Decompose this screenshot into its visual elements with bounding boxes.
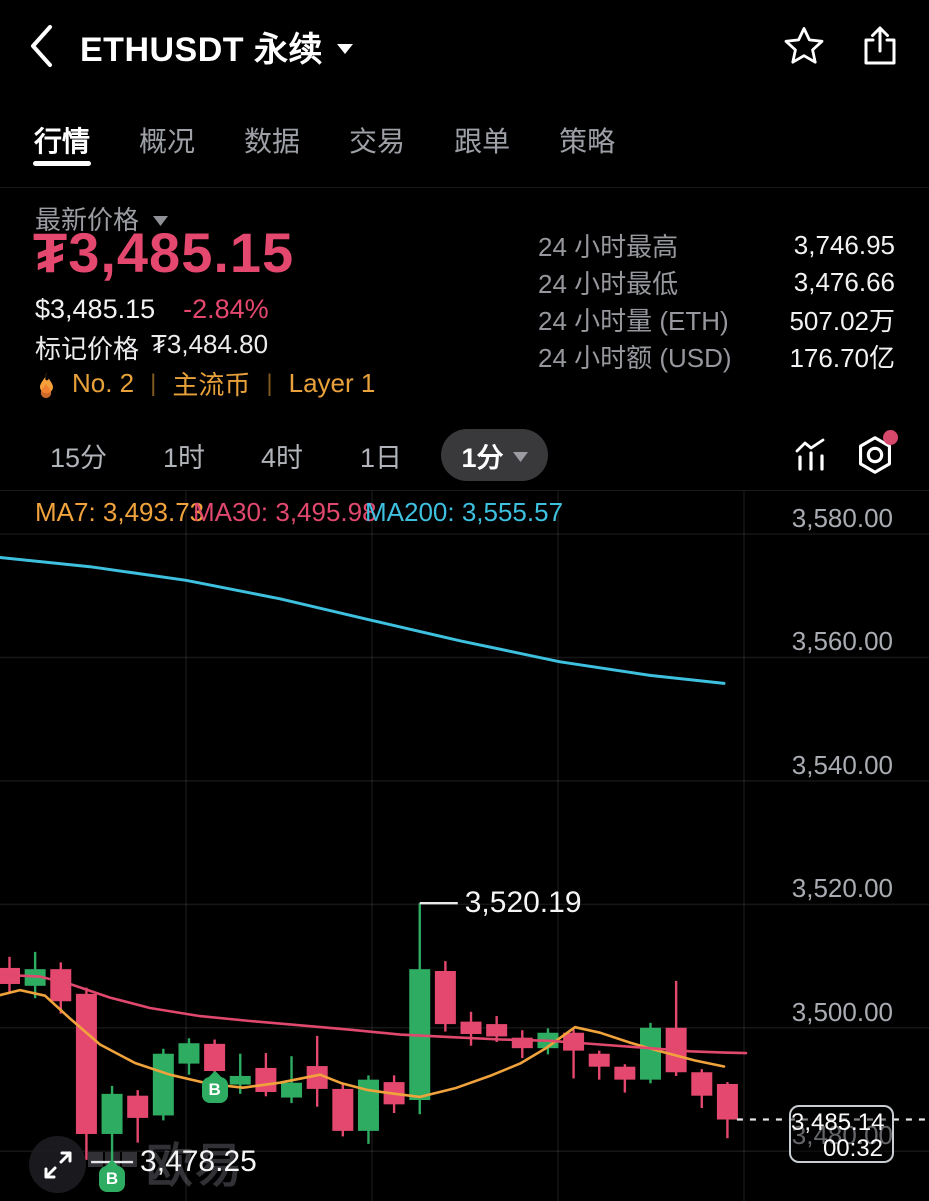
flame-icon xyxy=(39,371,53,398)
section-tabs: 行情 概况 数据 交易 跟单 策略 xyxy=(0,92,929,188)
ma-legend-ma7: MA7: 3,493.73 xyxy=(35,497,205,527)
timeframe-4时[interactable]: 4时 xyxy=(261,442,304,473)
chart-settings-button[interactable] xyxy=(854,434,896,476)
back-button[interactable] xyxy=(26,16,72,76)
y-axis-label: 3,560.00 xyxy=(791,626,893,657)
24h-stats: 24 小时最高 3,746.95 24 小时最低 3,476.66 24 小时量 (ET… xyxy=(538,229,895,373)
expand-icon xyxy=(44,1151,71,1178)
price-panel: 最新价格 ₮3,485.15 $3,485.15 -2.84% 标记价格 ₮3,… xyxy=(0,188,929,420)
candles-trend-icon xyxy=(795,438,825,471)
buy-order-badge[interactable]: B xyxy=(201,1070,228,1103)
y-axis-label: 3,540.00 xyxy=(791,749,893,780)
stat-value: 3,746.95 xyxy=(793,229,895,260)
app-header: ETHUSDT 永续 xyxy=(0,0,929,92)
token-badges[interactable]: No. 2 | 主流币 | Layer 1 xyxy=(34,365,375,402)
category-badge: 主流币 xyxy=(172,370,251,400)
fullscreen-button[interactable] xyxy=(29,1136,86,1193)
stat-label: 24 小时额 (USD) xyxy=(538,342,732,373)
star-icon xyxy=(784,27,824,64)
latest-price-label: 最新价格 xyxy=(35,205,140,235)
chevron-left-icon xyxy=(31,25,52,67)
tab-4[interactable]: 跟单 xyxy=(454,125,511,157)
timeframe-1日[interactable]: 1日 xyxy=(360,442,403,473)
latest-price-row[interactable]: 最新价格 xyxy=(35,200,169,237)
mark-price-value: ₮3,484.80 xyxy=(151,329,269,359)
stat-label: 24 小时量 (ETH) xyxy=(538,305,729,336)
low-price-marker: 3,478.25 xyxy=(140,1145,257,1179)
ma-legend-ma30: MA30: 3,495.98 xyxy=(193,497,377,527)
last-price: ₮3,485.15 xyxy=(33,221,295,284)
y-axis-label: 3,500.00 xyxy=(791,996,893,1027)
current-price-value: 3,485.14 xyxy=(791,1108,885,1136)
y-axis-label: 3,580.00 xyxy=(791,503,893,533)
pair-title[interactable]: ETHUSDT 永续 xyxy=(80,30,323,69)
latest-price-caret-icon xyxy=(153,215,169,226)
timeframe-1时[interactable]: 1时 xyxy=(163,442,206,473)
candlestick-canvas[interactable] xyxy=(0,491,929,1201)
price-chart[interactable]: 欧易 MA7: 3,493.73 MA30: 3,495.98 MA200: 3,5… xyxy=(0,490,929,1201)
watermark-text: 欧易 xyxy=(146,1139,244,1192)
tab-0[interactable]: 行情 xyxy=(34,92,90,188)
title-caret-icon[interactable] xyxy=(337,44,353,54)
settings-notification-dot xyxy=(883,430,898,445)
stat-row: 24 小时最高 3,746.95 xyxy=(538,229,895,262)
share-icon xyxy=(864,26,896,65)
stat-value: 176.70亿 xyxy=(789,342,895,373)
stat-value: 507.02万 xyxy=(789,305,895,336)
y-axis-label: 3,520.00 xyxy=(791,873,893,904)
tab-3[interactable]: 交易 xyxy=(349,125,406,157)
stat-row: 24 小时额 (USD) 176.70亿 xyxy=(538,342,895,373)
tab-5[interactable]: 策略 xyxy=(559,125,616,157)
usd-price: $3,485.15 xyxy=(35,294,156,324)
stat-label: 24 小时最低 xyxy=(538,268,679,299)
stat-value: 3,476.66 xyxy=(793,266,895,297)
chart-toolbar: 1分 15分 1时 4时 1日 xyxy=(0,420,929,490)
tab-2[interactable]: 数据 xyxy=(244,125,301,157)
gear-icon xyxy=(859,436,891,474)
chart-style-button[interactable] xyxy=(790,434,832,476)
stat-row: 24 小时最低 3,476.66 xyxy=(538,266,895,299)
favorite-button[interactable] xyxy=(781,23,827,69)
rank-badge: No. 2 xyxy=(72,368,135,398)
interval-select[interactable]: 1分 xyxy=(441,429,548,481)
y-axis-label: 3,480.00 xyxy=(791,1120,893,1151)
tab-1[interactable]: 概况 xyxy=(139,125,196,157)
interval-caret-icon xyxy=(512,451,528,462)
high-price-marker: 3,520.19 xyxy=(464,886,582,920)
current-price-tag: 3,485.14 00:32 xyxy=(789,1104,894,1163)
ma-legend-ma200: MA200: 3,555.57 xyxy=(365,497,564,527)
candle-countdown: 00:32 xyxy=(822,1134,883,1162)
layer-badge: Layer 1 xyxy=(288,368,376,398)
mark-price-label: 标记价格 xyxy=(35,334,140,364)
stat-row: 24 小时量 (ETH) 507.02万 xyxy=(538,305,895,336)
price-change: -2.84% xyxy=(183,294,269,324)
buy-order-badge[interactable]: B xyxy=(99,1159,126,1192)
stat-label: 24 小时最高 xyxy=(538,231,679,262)
interval-selected-label: 1分 xyxy=(461,442,504,473)
timeframe-15分[interactable]: 15分 xyxy=(50,442,108,473)
share-button[interactable] xyxy=(857,23,903,69)
